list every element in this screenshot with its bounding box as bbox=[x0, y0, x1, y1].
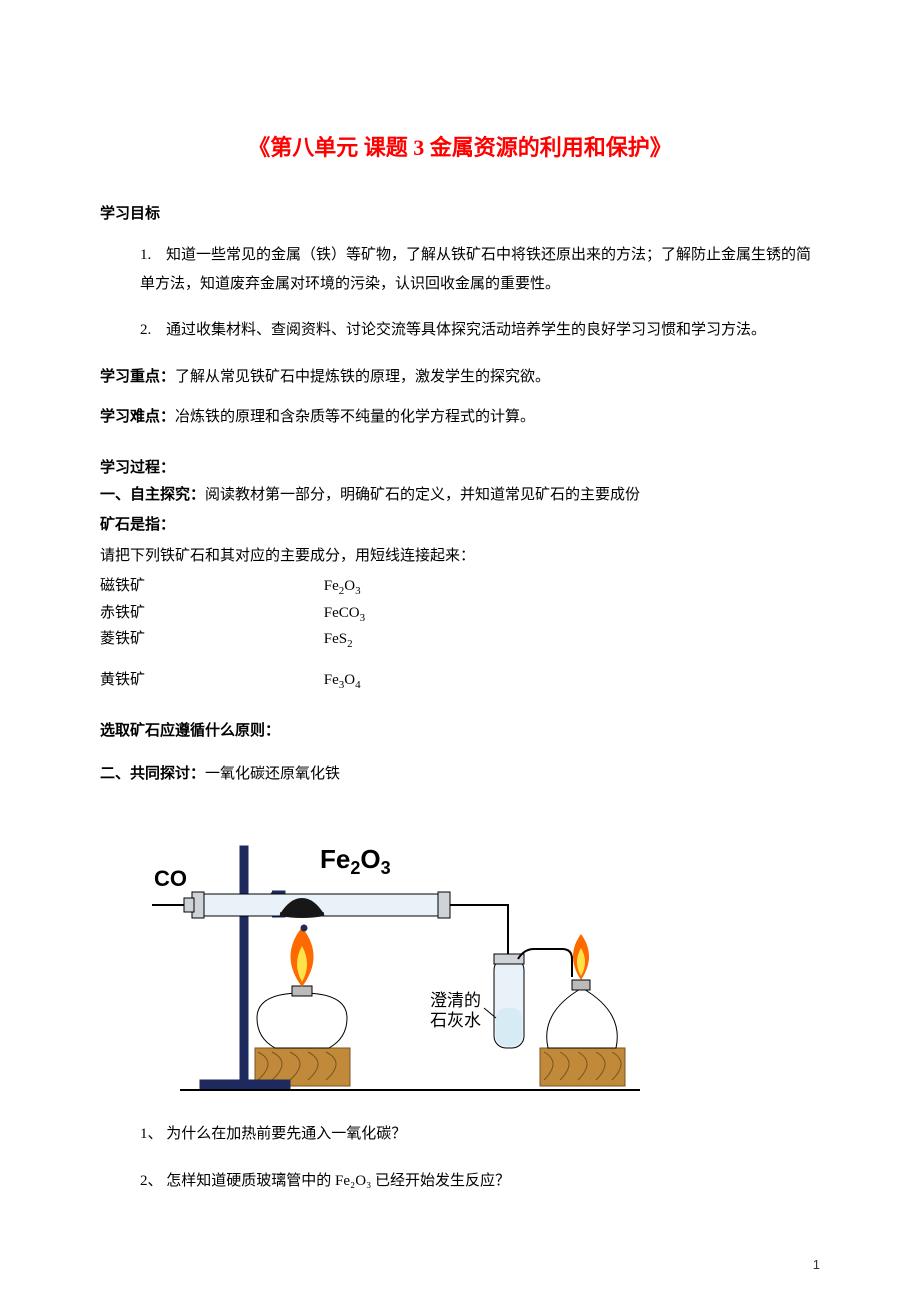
objective-text: 通过收集材料、查阅资料、讨论交流等具体探究活动培养学生的良好学习习惯和学习方法。 bbox=[166, 322, 766, 338]
glass-tube bbox=[152, 892, 450, 918]
self-inquiry: 一、自主探究：阅读教材第一部分，明确矿石的定义，并知道常见矿石的主要成份 bbox=[100, 481, 820, 510]
ore-row: 菱铁矿 FeS2 bbox=[100, 627, 820, 654]
objective-text: 知道一些常见的金属（铁）等矿物，了解从铁矿石中将铁还原出来的方法；了解防止金属生… bbox=[140, 247, 811, 292]
objective-num: 2. bbox=[140, 316, 166, 345]
alcohol-lamp-right bbox=[540, 934, 625, 1086]
ore-row: 磁铁矿 Fe2O3 bbox=[100, 574, 820, 601]
difficulty: 学习难点：冶炼铁的原理和含杂质等不纯量的化学方程式的计算。 bbox=[100, 403, 820, 432]
ore-formula: FeS2 bbox=[324, 631, 353, 647]
matching-intro: 请把下列铁矿石和其对应的主要成分，用短线连接起来： bbox=[100, 542, 820, 571]
difficulty-text: 冶炼铁的原理和含杂质等不纯量的化学方程式的计算。 bbox=[175, 409, 535, 425]
alcohol-lamp-left bbox=[255, 928, 350, 1086]
process-heading: 学习过程： bbox=[100, 456, 820, 477]
joint-label: 二、共同探讨： bbox=[100, 766, 205, 782]
self-inquiry-text: 阅读教材第一部分，明确矿石的定义，并知道常见矿石的主要成份 bbox=[205, 487, 640, 503]
objectives-list: 1.知道一些常见的金属（铁）等矿物，了解从铁矿石中将铁还原出来的方法；了解防止金… bbox=[100, 241, 820, 345]
question-item: 1、 为什么在加热前要先通入一氧化碳？ bbox=[140, 1118, 820, 1151]
ore-formula: Fe2O3 bbox=[324, 578, 361, 594]
co-label: CO bbox=[154, 866, 187, 891]
key-point-text: 了解从常见铁矿石中提炼铁的原理，激发学生的探究欲。 bbox=[175, 369, 550, 385]
self-inquiry-label: 一、自主探究： bbox=[100, 487, 205, 503]
limewater-label-line2: 石灰水 bbox=[430, 1011, 481, 1030]
experiment-diagram: CO Fe2O3 澄清的 石灰水 bbox=[140, 808, 660, 1098]
objective-item: 2.通过收集材料、查阅资料、讨论交流等具体探究活动培养学生的良好学习习惯和学习方… bbox=[140, 316, 820, 345]
ore-name: 黄铁矿 bbox=[100, 668, 320, 694]
objective-num: 1. bbox=[140, 241, 166, 270]
question-text: 为什么在加热前要先通入一氧化碳？ bbox=[166, 1126, 406, 1142]
ore-formula: Fe3O4 bbox=[324, 672, 361, 688]
ore-name: 菱铁矿 bbox=[100, 627, 320, 653]
question-text: 怎样知道硬质玻璃管中的 Fe₂O₃ 已经开始发生反应？ bbox=[166, 1173, 510, 1189]
question-list: 1、 为什么在加热前要先通入一氧化碳？ 2、 怎样知道硬质玻璃管中的 Fe₂O₃… bbox=[100, 1118, 820, 1198]
principle-heading: 选取矿石应遵循什么原则： bbox=[100, 719, 820, 740]
ore-name: 赤铁矿 bbox=[100, 601, 320, 627]
question-num: 2、 bbox=[140, 1173, 163, 1189]
ore-formula: FeCO3 bbox=[324, 605, 365, 621]
objectives-heading: 学习目标 bbox=[100, 202, 820, 223]
page-title: 《第八单元 课题 3 金属资源的利用和保护》 bbox=[100, 130, 820, 162]
limewater-label-line1: 澄清的 bbox=[430, 991, 481, 1010]
ore-definition-label: 矿石是指： bbox=[100, 511, 820, 540]
key-point-label: 学习重点： bbox=[100, 369, 175, 385]
objective-item: 1.知道一些常见的金属（铁）等矿物，了解从铁矿石中将铁还原出来的方法；了解防止金… bbox=[140, 241, 820, 298]
difficulty-label: 学习难点： bbox=[100, 409, 175, 425]
key-point: 学习重点：了解从常见铁矿石中提炼铁的原理，激发学生的探究欲。 bbox=[100, 363, 820, 392]
joint-discussion: 二、共同探讨：一氧化碳还原氧化铁 bbox=[100, 760, 820, 789]
question-num: 1、 bbox=[140, 1126, 163, 1142]
ore-row: 黄铁矿 Fe3O4 bbox=[100, 668, 820, 695]
question-item: 2、 怎样知道硬质玻璃管中的 Fe₂O₃ 已经开始发生反应？ bbox=[140, 1165, 820, 1198]
page-number: 1 bbox=[813, 1257, 820, 1272]
joint-text: 一氧化碳还原氧化铁 bbox=[205, 766, 340, 782]
ore-name: 磁铁矿 bbox=[100, 574, 320, 600]
fe2o3-label: Fe2O3 bbox=[320, 844, 391, 878]
ore-row: 赤铁矿 FeCO3 bbox=[100, 601, 820, 628]
